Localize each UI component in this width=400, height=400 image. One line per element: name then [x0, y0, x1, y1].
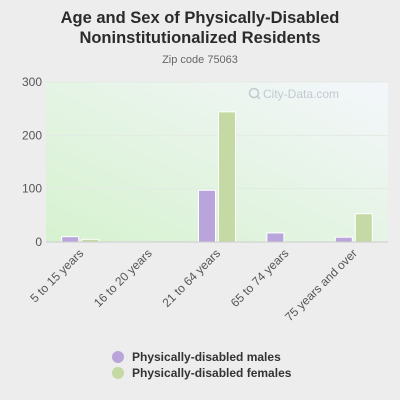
- x-tick-label: 65 to 74 years: [228, 246, 292, 310]
- bar-females: [354, 213, 373, 243]
- x-tick-label: 16 to 20 years: [91, 246, 155, 310]
- y-tick-label: 300: [22, 75, 42, 89]
- y-tick-label: 0: [35, 235, 42, 249]
- y-tick-label: 200: [22, 128, 42, 142]
- watermark-text: City-Data.com: [263, 87, 339, 101]
- bar-males: [266, 232, 285, 243]
- legend-item-males: Physically-disabled males: [112, 349, 291, 365]
- x-tick-label: 75 years and over: [282, 246, 360, 324]
- plot-area: [46, 82, 388, 242]
- bar-females: [218, 111, 236, 243]
- bar-males: [198, 189, 216, 243]
- chart-title: Age and Sex of Physically-Disabled Nonin…: [60, 9, 340, 47]
- legend-label-females: Physically-disabled females: [132, 366, 292, 380]
- x-tick-label: 5 to 15 years: [27, 246, 86, 305]
- y-tick-label: 100: [22, 182, 42, 196]
- legend-swatch-females: [112, 367, 124, 379]
- watermark: City-Data.com: [248, 87, 339, 101]
- legend-swatch-males: [112, 351, 124, 363]
- legend: Physically-disabled males Physically-dis…: [112, 349, 291, 381]
- chart-subtitle: Zip code 75063: [162, 54, 238, 66]
- legend-item-females: Physically-disabled females: [112, 365, 291, 381]
- legend-label-males: Physically-disabled males: [132, 350, 281, 364]
- x-tick-label: 21 to 64 years: [159, 246, 223, 310]
- bar-males: [61, 236, 80, 243]
- bar-males: [334, 236, 353, 243]
